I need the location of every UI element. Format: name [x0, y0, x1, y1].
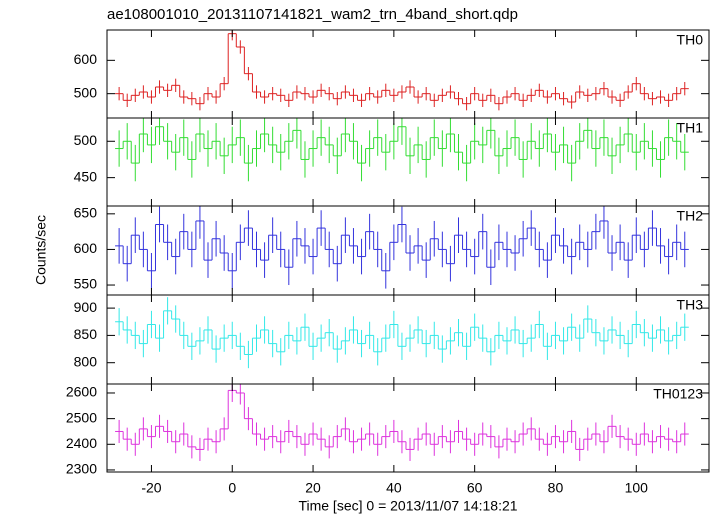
y-tick-label: 500 — [74, 84, 98, 100]
y-tick-label: 650 — [74, 205, 98, 221]
panel — [115, 118, 689, 182]
y-tick-label: 2600 — [66, 384, 97, 400]
y-tick-label: 450 — [74, 168, 98, 184]
series-label: TH2 — [677, 208, 704, 224]
panel-frame — [106, 205, 710, 296]
x-tick-label: -20 — [141, 480, 161, 496]
panel — [115, 384, 689, 461]
x-tick-label: 0 — [228, 480, 236, 496]
y-tick-label: 550 — [74, 276, 98, 292]
y-axis-label: Counts/sec — [33, 215, 49, 285]
x-axis-label: Time [sec] 0 = 2013/11/07 14:18:21 — [298, 498, 517, 514]
y-tick-label: 850 — [74, 326, 98, 342]
x-tick-label: 20 — [305, 480, 321, 496]
y-tick-label: 600 — [74, 240, 98, 256]
panel-frame — [106, 117, 710, 207]
series-label: TH3 — [677, 297, 704, 313]
y-tick-label: 2500 — [66, 409, 97, 425]
series-label: TH0 — [677, 32, 704, 48]
y-tick-label: 2400 — [66, 435, 97, 451]
panel — [115, 206, 689, 289]
panel-frame — [106, 29, 710, 119]
series-label: TH1 — [677, 120, 704, 136]
panel — [115, 30, 689, 111]
y-tick-label: 500 — [74, 132, 98, 148]
y-tick-label: 800 — [74, 353, 98, 369]
chart-title: ae108001010_20131107141821_wam2_trn_4ban… — [107, 6, 518, 23]
x-tick-label: 80 — [548, 480, 564, 496]
panel — [115, 297, 689, 369]
panel-frame — [106, 294, 710, 385]
x-tick-label: 60 — [467, 480, 483, 496]
y-tick-label: 900 — [74, 299, 98, 315]
x-tick-label: 40 — [386, 480, 402, 496]
y-tick-label: 600 — [74, 51, 98, 67]
y-tick-label: 2300 — [66, 461, 97, 477]
series-label: TH0123 — [653, 386, 703, 402]
x-tick-label: 100 — [625, 480, 649, 496]
panel-frame — [106, 383, 710, 473]
